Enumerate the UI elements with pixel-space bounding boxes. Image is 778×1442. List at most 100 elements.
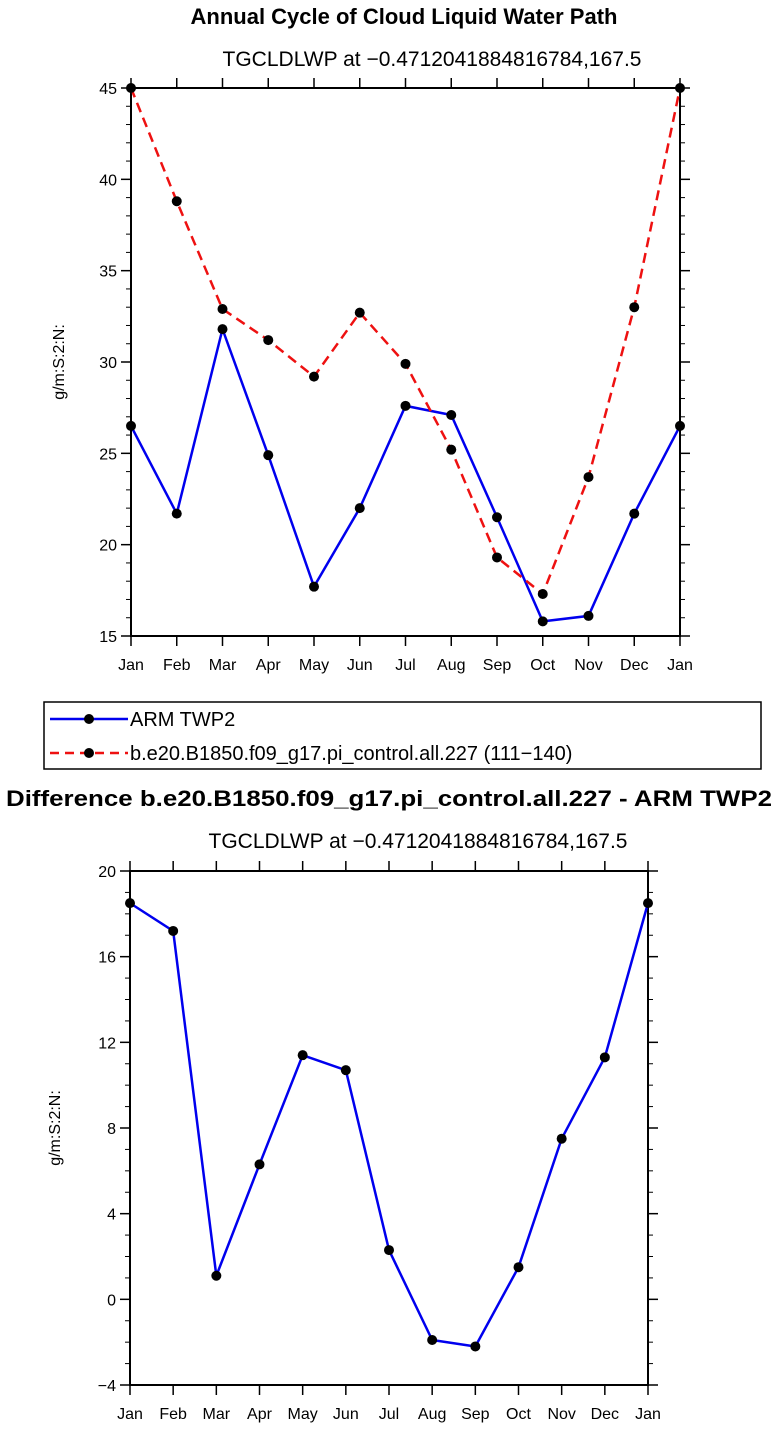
chart-title: Difference b.e20.B1850.f09_g17.pi_contro… [6, 786, 772, 811]
data-point [599, 1052, 610, 1063]
data-point [400, 358, 411, 369]
x-tick-label: Oct [530, 657, 555, 674]
legend: ARM TWP2 b.e20.B1850.f09_g17.pi_control.… [43, 701, 762, 770]
x-tick-label: Feb [163, 657, 191, 674]
x-tick-label: Apr [256, 657, 282, 674]
x-tick-label: Jan [667, 657, 693, 674]
legend-label-model: b.e20.B1850.f09_g17.pi_control.all.227 (… [130, 743, 572, 765]
data-point [171, 196, 182, 207]
data-point [583, 610, 594, 621]
chart-subtitle: TGCLDLWP at −0.4712041884816784,167.5 [209, 830, 628, 853]
data-point [492, 552, 502, 563]
data-point [126, 83, 136, 93]
x-tick-label: Feb [159, 1406, 187, 1423]
chart-annual-cycle: Annual Cycle of Cloud Liquid Water Path … [51, 4, 693, 674]
data-point [427, 1335, 438, 1346]
data-point [583, 472, 594, 483]
x-tick-label: Jun [333, 1406, 359, 1423]
y-axis-label: g/m:S:2:N: [47, 1090, 64, 1166]
x-tick-label: Dec [591, 1406, 619, 1423]
data-point [446, 444, 457, 455]
y-tick-label: 45 [99, 81, 117, 98]
legend-marker-model [84, 748, 94, 758]
y-ticks: 15 20 25 30 35 40 45 [99, 81, 690, 646]
data-point [211, 1270, 222, 1281]
y-axis-label: g/m:S:2:N: [51, 324, 68, 400]
data-point [354, 503, 365, 514]
legend-box [43, 701, 762, 770]
y-tick-label: 16 [98, 950, 116, 967]
series-line [129, 324, 682, 623]
y-tick-label: 25 [99, 446, 117, 463]
y-tick-label: 8 [107, 1121, 116, 1138]
x-tick-label: Jun [347, 657, 373, 674]
data-point [309, 371, 319, 382]
x-tick-label: Dec [620, 657, 648, 674]
data-point [354, 307, 365, 318]
data-point [171, 508, 182, 519]
y-tick-label: 30 [99, 355, 117, 372]
data-point [263, 450, 274, 461]
series-line [129, 902, 650, 1348]
x-tick-label: May [299, 657, 329, 674]
x-tick-label: Jan [117, 1406, 143, 1423]
legend-label-arm: ARM TWP2 [130, 709, 235, 731]
x-tick-label: Oct [506, 1406, 531, 1423]
data-point [643, 898, 653, 909]
x-tick-label: Mar [203, 1406, 231, 1423]
data-point [254, 1159, 265, 1170]
data-point [537, 588, 548, 599]
y-ticks: −4 0 4 8 12 16 20 [98, 864, 658, 1395]
x-tick-label: Jul [395, 657, 415, 674]
x-ticks: Jan Feb Mar Apr May Jun Jul Aug Sep Oct Nov Dec Jan [117, 861, 661, 1423]
y-tick-label: 20 [99, 538, 117, 555]
plot-frame [129, 870, 649, 1386]
y-tick-label: 4 [107, 1207, 116, 1224]
legend-marker-arm [84, 714, 94, 724]
x-tick-label: Nov [574, 657, 602, 674]
series-line [129, 87, 682, 597]
data-point [513, 1262, 524, 1273]
data-point [384, 1245, 394, 1256]
x-tick-label: Aug [437, 657, 465, 674]
chart-difference: Difference b.e20.B1850.f09_g17.pi_contro… [6, 786, 772, 1423]
data-point [340, 1065, 351, 1076]
chart-subtitle: TGCLDLWP at −0.4712041884816784,167.5 [223, 48, 642, 71]
x-tick-label: Nov [547, 1406, 575, 1423]
y-tick-label: 35 [99, 264, 117, 281]
y-tick-label: 12 [98, 1035, 116, 1052]
data-point [309, 581, 319, 592]
data-point [126, 420, 136, 431]
y-tick-label: 20 [98, 864, 116, 881]
x-tick-label: Jan [635, 1406, 661, 1423]
y-tick-label: 0 [107, 1292, 116, 1309]
x-tick-label: Jan [118, 657, 144, 674]
series-layer [126, 83, 685, 627]
data-point [629, 508, 640, 519]
data-point [125, 898, 135, 909]
data-point [675, 83, 685, 93]
x-tick-label: Jul [379, 1406, 399, 1423]
data-point [217, 304, 228, 315]
data-point [446, 409, 457, 420]
y-tick-label: −4 [98, 1378, 116, 1395]
data-point [297, 1050, 308, 1061]
series-layer [125, 898, 653, 1352]
data-point [263, 335, 274, 346]
data-point [470, 1341, 481, 1352]
data-point [492, 512, 502, 523]
data-point [675, 420, 685, 431]
x-tick-label: Aug [418, 1406, 446, 1423]
x-tick-label: May [288, 1406, 318, 1423]
x-tick-label: Mar [209, 657, 237, 674]
data-point [629, 302, 640, 313]
x-ticks: Jan Feb Mar Apr May Jun Jul Aug Sep Oct Nov Dec Jan [118, 78, 693, 674]
data-point [400, 400, 411, 411]
data-point [217, 324, 228, 335]
data-point [168, 925, 179, 936]
x-tick-label: Sep [483, 657, 512, 674]
x-tick-label: Apr [247, 1406, 273, 1423]
data-point [537, 616, 548, 627]
y-tick-label: 15 [99, 629, 117, 646]
